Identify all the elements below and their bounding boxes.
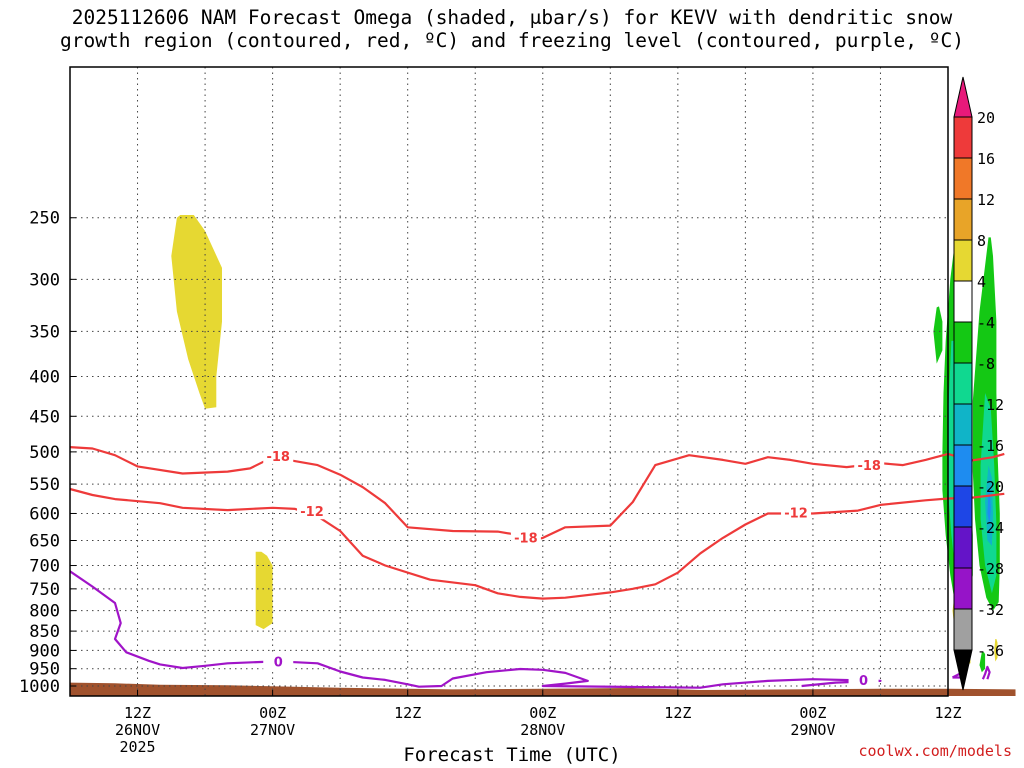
x-tick-label-0-0: 12Z — [124, 704, 151, 722]
y-tick-label-500: 500 — [29, 443, 60, 463]
omega-region-12 — [979, 652, 986, 673]
colorbar-label-0: 20 — [977, 109, 995, 127]
y-tick-label-750: 750 — [29, 580, 60, 600]
colorbar-label-13: -36 — [977, 642, 1004, 660]
contour-label-0-1: -18 — [514, 531, 538, 546]
colorbar-band-9 — [953, 485, 973, 528]
omega-region-1 — [255, 551, 273, 630]
colorbar-label-12: -32 — [977, 601, 1004, 619]
omega-region-2 — [933, 306, 943, 364]
grid — [70, 67, 949, 696]
colorbar-label-10: -24 — [977, 519, 1004, 537]
title-line-2: growth region (contoured, red, ºC) and f… — [60, 29, 964, 52]
colorbar: 20 16 12 8 4 -4 -8 -12 -16 -20 -24 -28 -32 -36 — [953, 76, 1004, 691]
x-tick-label-6-0: 12Z — [934, 704, 961, 722]
colorbar-band-6 — [953, 362, 973, 405]
colorbar-arrow-bottom — [953, 649, 973, 691]
colorbar-band-8 — [953, 444, 973, 487]
x-tick-label-3-1: 28NOV — [520, 721, 565, 739]
x-tick-label-4-0: 12Z — [664, 704, 691, 722]
x-tick-label-0-1: 26NOV — [115, 721, 160, 739]
y-tick-label-1000: 1000 — [19, 677, 60, 697]
colorbar-label-5: -4 — [977, 314, 995, 332]
y-tick-label-350: 350 — [29, 322, 60, 342]
y-tick-label-800: 800 — [29, 602, 60, 622]
x-tick-label-5-1: 29NOV — [790, 721, 835, 739]
x-axis-title: Forecast Time (UTC) — [403, 744, 621, 766]
y-tick-label-250: 250 — [29, 209, 60, 229]
contour-label-bg-0-0 — [263, 447, 294, 464]
omega-shading — [171, 215, 1000, 673]
contour-label-1-1: -12 — [784, 506, 808, 521]
watermark: coolwx.com/models — [858, 742, 1012, 760]
y-axis: 2503003504004505005506006507007508008509… — [19, 209, 76, 697]
colorbar-label-2: 12 — [977, 191, 995, 209]
y-tick-label-950: 950 — [29, 660, 60, 680]
y-tick-label-700: 700 — [29, 557, 60, 577]
contours: -18 -18 -18 -12 -12 0 0 — [69, 446, 1005, 689]
contour-label-2-0: 0 — [274, 656, 283, 671]
omega-region-0 — [171, 215, 222, 409]
y-tick-label-400: 400 — [29, 368, 60, 388]
contour-label-2-1: 0 — [859, 674, 868, 689]
colorbar-label-9: -20 — [977, 478, 1004, 496]
colorbar-band-3 — [953, 239, 973, 282]
colorbar-band-4 — [953, 280, 973, 323]
colorbar-label-4: 4 — [977, 273, 986, 291]
x-tick-label-1-0: 00Z — [259, 704, 286, 722]
contour-label-0-0: -18 — [266, 450, 290, 465]
colorbar-label-6: -8 — [977, 355, 995, 373]
title-line-1: 2025112606 NAM Forecast Omega (shaded, μ… — [71, 6, 953, 29]
y-tick-label-550: 550 — [29, 475, 60, 495]
chart-title: 2025112606 NAM Forecast Omega (shaded, μ… — [0, 6, 1024, 52]
colorbar-label-11: -28 — [977, 560, 1004, 578]
omega-region-9 — [987, 490, 991, 525]
contour--12-1 — [69, 487, 1005, 600]
contour-label-0-2: -18 — [857, 459, 881, 474]
x-tick-label-5-0: 00Z — [799, 704, 826, 722]
colorbar-band-10 — [953, 526, 973, 569]
y-tick-label-300: 300 — [29, 270, 60, 290]
x-tick-label-1-1: 27NOV — [250, 721, 295, 739]
colorbar-arrow-top — [953, 76, 973, 118]
colorbar-band-7 — [953, 403, 973, 446]
colorbar-band-0 — [953, 116, 973, 159]
colorbar-label-7: -12 — [977, 396, 1004, 414]
y-tick-label-600: 600 — [29, 504, 60, 524]
colorbar-band-12 — [953, 608, 973, 651]
contour--18-0 — [69, 446, 1005, 542]
plot-frame — [69, 66, 949, 697]
contour-0-4 — [981, 665, 991, 680]
colorbar-label-3: 8 — [977, 232, 986, 250]
contour-label-bg-0-1 — [510, 529, 541, 546]
y-tick-label-900: 900 — [29, 641, 60, 661]
colorbar-band-11 — [953, 567, 973, 610]
colorbar-label-1: 16 — [977, 150, 995, 168]
x-tick-label-0-2: 2025 — [119, 738, 155, 756]
y-tick-label-650: 650 — [29, 532, 60, 552]
colorbar-band-1 — [953, 157, 973, 200]
colorbar-band-2 — [953, 198, 973, 241]
contour-label-bg-0-2 — [854, 457, 885, 474]
colorbar-label-8: -16 — [977, 437, 1004, 455]
y-tick-label-450: 450 — [29, 407, 60, 427]
contour-label-1-0: -12 — [300, 505, 324, 520]
contour-label-bg-2-1 — [848, 671, 879, 688]
colorbar-band-5 — [953, 321, 973, 364]
contour-label-bg-2-0 — [263, 653, 294, 670]
contour-label-bg-1-1 — [781, 504, 812, 521]
x-tick-label-2-0: 12Z — [394, 704, 421, 722]
contour-0-2 — [69, 570, 882, 689]
omega-region-11 — [994, 639, 998, 662]
x-tick-label-3-0: 00Z — [529, 704, 556, 722]
y-tick-label-850: 850 — [29, 622, 60, 642]
contour-label-bg-1-0 — [297, 503, 328, 520]
